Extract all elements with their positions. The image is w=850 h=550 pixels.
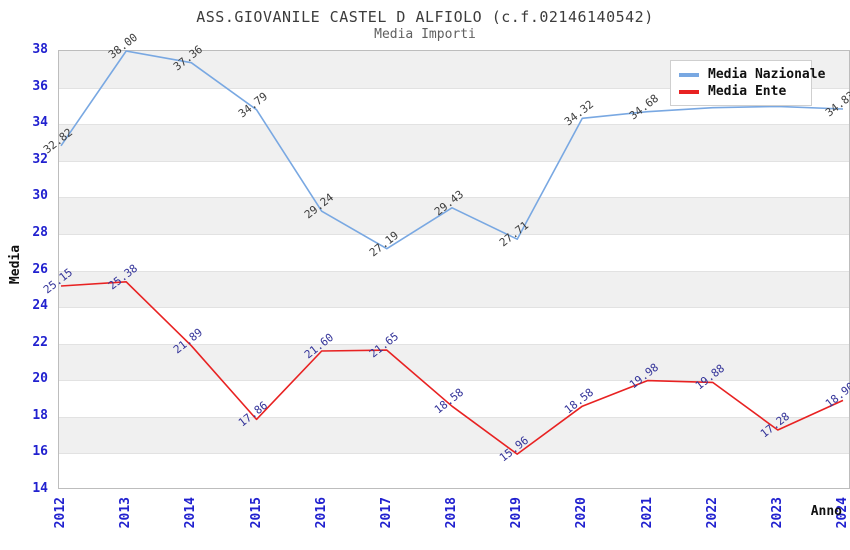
y-tick-label: 14 xyxy=(32,481,48,496)
plot-band xyxy=(59,233,849,271)
y-tick-label: 22 xyxy=(32,334,48,350)
plot-band xyxy=(59,124,849,161)
y-tick-label: 38 xyxy=(32,42,48,57)
legend-box: Media Nazionale Media Ente xyxy=(670,60,825,106)
blue-line-swatch-icon xyxy=(679,72,699,77)
y-tick-label: 32 xyxy=(32,151,48,167)
legend-item-media-nazionale: Media Nazionale xyxy=(679,66,825,83)
plot-band xyxy=(59,416,849,454)
plot-band xyxy=(59,197,849,234)
series-lines xyxy=(60,50,844,455)
chart-subtitle: Media Importi xyxy=(374,27,476,42)
line-media-ente xyxy=(60,281,844,455)
legend-label: Media Nazionale xyxy=(708,67,826,82)
background-bands xyxy=(59,51,849,488)
legend-item-media-ente: Media Ente xyxy=(679,83,805,100)
plot-band xyxy=(59,87,849,125)
red-line-swatch-icon xyxy=(679,89,699,94)
y-tick-label: 16 xyxy=(32,444,48,460)
plot-band xyxy=(59,160,849,198)
plot-band xyxy=(59,380,849,417)
y-tick-label: 24 xyxy=(32,298,48,314)
chart-title: ASS.GIOVANILE CASTEL D ALFIOLO (c.f.0214… xyxy=(196,8,654,26)
y-tick-label: 26 xyxy=(32,261,48,277)
y-tick-label: 20 xyxy=(32,371,48,387)
y-tick-label: 34 xyxy=(32,115,48,131)
plot-band xyxy=(59,307,849,344)
plot-band xyxy=(59,270,849,308)
y-tick-label: 36 xyxy=(32,78,48,94)
y-tick-label: 28 xyxy=(32,224,48,240)
y-tick-label: 18 xyxy=(32,407,48,423)
y-tick-label: 30 xyxy=(32,188,48,204)
x-axis-title: Anno xyxy=(810,504,842,519)
plot-area xyxy=(58,50,850,489)
plot-band xyxy=(59,343,849,381)
line-media-nazionale xyxy=(60,50,844,250)
plot-band xyxy=(59,453,849,490)
legend-label: Media Ente xyxy=(708,84,787,99)
